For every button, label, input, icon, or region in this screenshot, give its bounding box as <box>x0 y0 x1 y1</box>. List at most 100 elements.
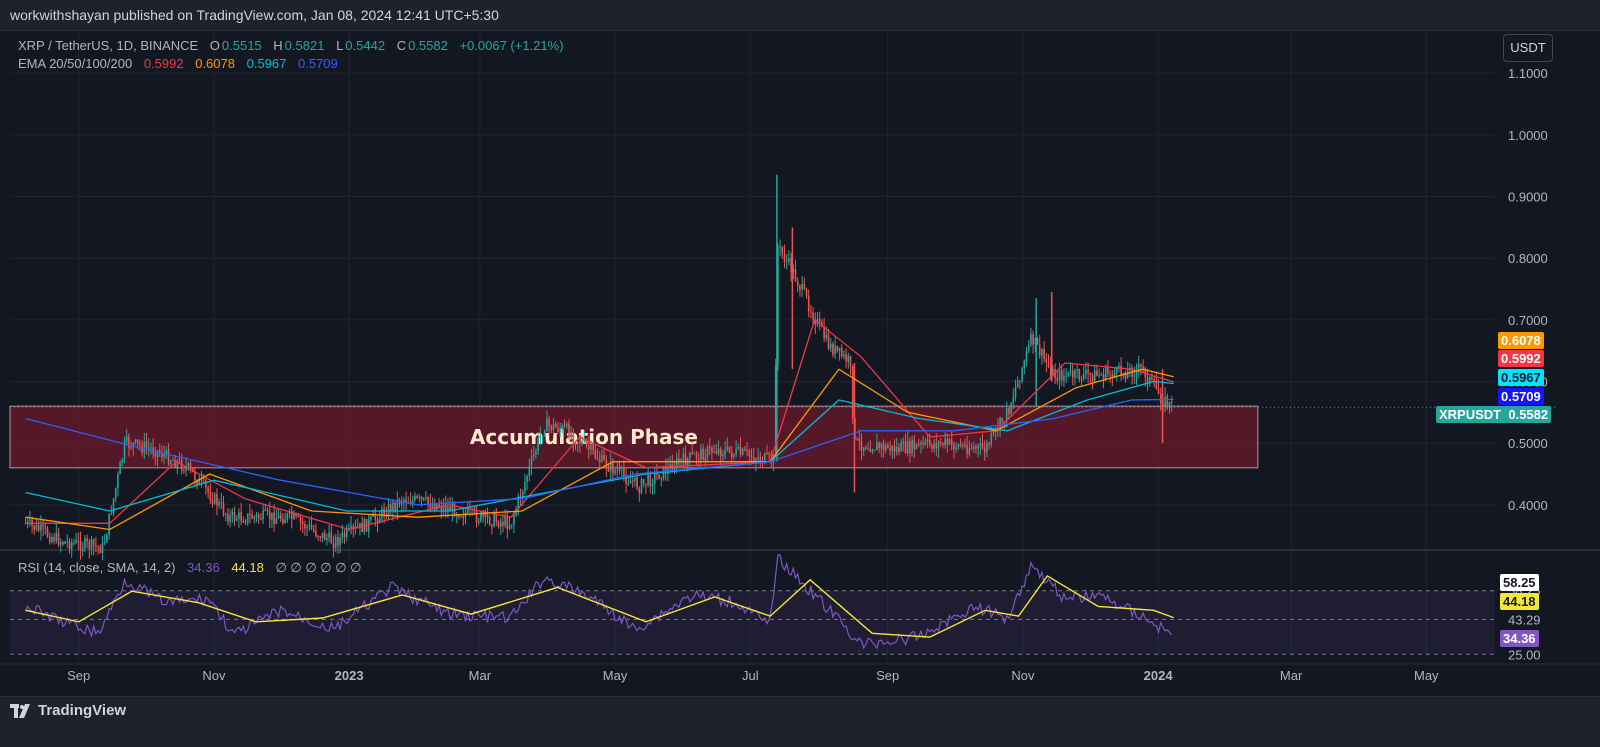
candle-body <box>926 439 929 442</box>
candle-body <box>240 512 242 521</box>
candle-body <box>1102 374 1105 380</box>
candle-body <box>678 458 680 463</box>
candle-body <box>86 538 88 542</box>
candle-body <box>1049 366 1052 377</box>
candle-body <box>84 538 86 549</box>
candle-body <box>370 516 372 520</box>
candle-body <box>750 455 753 458</box>
candle-body <box>803 284 806 289</box>
candle-body <box>244 522 247 524</box>
candle-body <box>1100 374 1103 376</box>
candle-body <box>922 442 924 445</box>
candle-body <box>62 542 64 544</box>
candle-body <box>359 522 361 528</box>
candle-body <box>981 443 984 449</box>
candle-body <box>92 539 95 546</box>
time-axis-label: 2023 <box>335 668 364 683</box>
candle-body <box>150 447 152 449</box>
ema100-value: 0.5967 <box>246 56 287 71</box>
candle-body <box>1126 370 1129 379</box>
time-axis-label: Nov <box>1011 668 1035 683</box>
candle-body <box>242 520 245 523</box>
candle-body <box>345 529 348 538</box>
candle-body <box>108 513 110 535</box>
candle-body <box>942 443 944 446</box>
candle-body <box>557 427 559 432</box>
candle-body <box>939 441 942 444</box>
candle-body <box>924 441 927 445</box>
candle-body <box>983 448 986 453</box>
grid-lines <box>0 30 1600 665</box>
candle-body <box>744 449 746 451</box>
candle-body <box>631 480 634 482</box>
candle-body <box>748 450 751 456</box>
candle-body <box>1010 403 1012 414</box>
candle-body <box>110 513 113 515</box>
candle-body <box>1021 368 1023 382</box>
candle-body <box>656 473 658 475</box>
candle-body <box>260 518 262 520</box>
candle-body <box>1076 368 1078 371</box>
candle-body <box>1012 397 1015 404</box>
candle-body <box>352 525 355 529</box>
candle-body <box>282 518 284 524</box>
candle-body <box>33 525 36 530</box>
currency-unit-button[interactable]: USDT <box>1503 34 1553 62</box>
candle-body <box>1166 396 1169 407</box>
candle-body <box>306 526 308 529</box>
candle-body <box>847 356 850 362</box>
candle-body <box>733 454 735 458</box>
candle-body <box>609 461 612 472</box>
candle-body <box>799 285 801 290</box>
rsi-line <box>24 554 1173 650</box>
candle-body <box>537 438 539 451</box>
candle-body <box>169 461 172 465</box>
candle-body <box>367 519 370 532</box>
candle-body <box>458 514 460 518</box>
close-value: 0.5582 <box>408 38 448 53</box>
candle-body <box>163 454 165 458</box>
candle-body <box>805 288 808 297</box>
candle-body <box>684 453 687 466</box>
candle-body <box>568 423 570 438</box>
candle-body <box>755 459 757 462</box>
candle-body <box>418 496 421 498</box>
candle-body <box>986 443 988 453</box>
candle-body <box>213 494 216 504</box>
candle-body <box>44 526 47 529</box>
candle-body <box>966 445 968 454</box>
candle-body <box>79 540 82 552</box>
candle-body <box>317 535 319 537</box>
candle-body <box>708 446 711 448</box>
candle-body <box>1168 401 1171 407</box>
candle-body <box>704 457 707 461</box>
candle-body <box>57 532 60 545</box>
candle-body <box>504 516 506 526</box>
candle-body <box>53 536 55 542</box>
candle-body <box>884 445 887 451</box>
open-value: 0.5515 <box>221 38 262 53</box>
rsi-value: 34.36 <box>187 560 220 575</box>
candle-body <box>233 511 236 521</box>
candle-body <box>961 444 964 447</box>
time-axis-label: Nov <box>202 668 226 683</box>
candle-body <box>396 499 399 511</box>
candle-body <box>559 429 561 432</box>
candle-body <box>1118 365 1120 368</box>
candle-body <box>948 439 951 445</box>
candle-body <box>1113 372 1116 378</box>
candle-body <box>869 448 872 453</box>
candle-body <box>114 488 117 499</box>
candle-body <box>187 463 190 467</box>
candle-body <box>161 453 163 458</box>
candle-body <box>1082 373 1085 379</box>
candle-body <box>198 478 201 485</box>
candle-body <box>97 546 99 548</box>
tradingview-logo[interactable]: TradingView <box>10 702 126 719</box>
candle-body <box>898 447 900 452</box>
candle-body <box>812 312 814 320</box>
candle-body <box>873 450 876 452</box>
candle-body <box>422 497 425 500</box>
candle-body <box>959 444 962 447</box>
